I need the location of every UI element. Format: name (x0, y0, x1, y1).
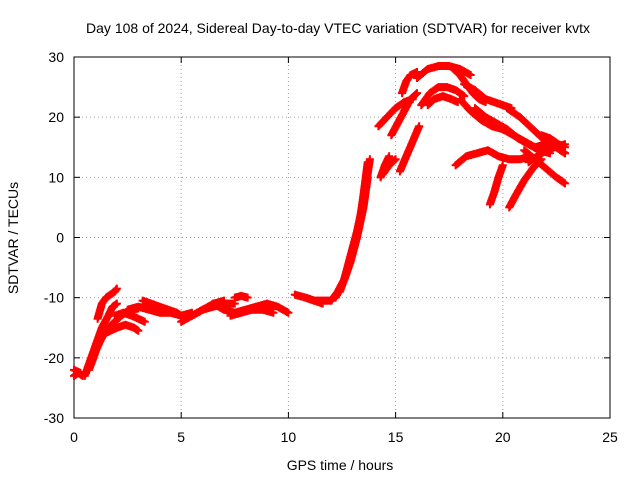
series-plateau-7 (230, 291, 252, 302)
y-tick-label: 10 (48, 169, 64, 185)
series-plateau-10 (301, 293, 327, 308)
y-tick-label: -30 (44, 410, 64, 426)
series-steep-4 (340, 155, 374, 284)
data-point (498, 161, 507, 170)
data-point (411, 90, 420, 99)
data-point (284, 308, 293, 317)
series-late-5 (524, 140, 569, 167)
y-tick-labels: -30 -20 -10 0 10 20 30 (44, 49, 64, 426)
data-point (460, 92, 469, 101)
x-tick-label: 25 (602, 429, 618, 445)
series-plateau-2 (138, 296, 190, 323)
x-tick-label: 15 (388, 429, 404, 445)
data-point (385, 152, 394, 161)
data-point (390, 156, 399, 165)
y-tick-label: -10 (44, 290, 64, 306)
data-point (140, 317, 149, 326)
x-tick-label: 5 (177, 429, 185, 445)
series-upper-5 (395, 122, 424, 176)
data-point (112, 284, 121, 293)
series-upper-4 (387, 89, 422, 140)
data-point (391, 155, 400, 164)
x-tick-labels: 0 5 10 15 20 25 (70, 429, 618, 445)
data-point (243, 293, 252, 302)
data-point (365, 155, 374, 164)
x-tick-label: 0 (70, 429, 78, 445)
series-down-3 (485, 161, 507, 209)
y-tick-label: 30 (48, 49, 64, 65)
x-tick-label: 20 (495, 429, 511, 445)
series-rise-3 (87, 320, 143, 368)
data-point (466, 71, 475, 80)
data-point (134, 326, 143, 335)
data-point (112, 299, 121, 308)
data-point (560, 179, 569, 188)
data-point (560, 140, 569, 149)
series-rise-4 (93, 284, 121, 323)
y-tick-label: -20 (44, 350, 64, 366)
x-tick-label: 10 (281, 429, 297, 445)
data-points (70, 62, 569, 380)
data-point (413, 89, 422, 98)
y-tick-label: 0 (56, 230, 64, 246)
chart-title: Day 108 of 2024, Sidereal Day-to-day VTE… (86, 20, 590, 36)
series-plateau-8 (252, 299, 293, 317)
axes (73, 56, 611, 419)
data-point (269, 308, 278, 317)
y-tick-label: 20 (48, 109, 64, 125)
data-point (318, 299, 327, 308)
series-upper-3 (378, 155, 400, 179)
series-down-5 (451, 146, 535, 170)
y-axis-label: SDTVAR / TECUs (5, 182, 21, 294)
series-peak-5 (460, 80, 516, 113)
x-axis-label: GPS time / hours (287, 457, 394, 473)
series-peak-2 (417, 83, 469, 110)
data-point (415, 122, 424, 131)
grid-lines (74, 57, 610, 418)
